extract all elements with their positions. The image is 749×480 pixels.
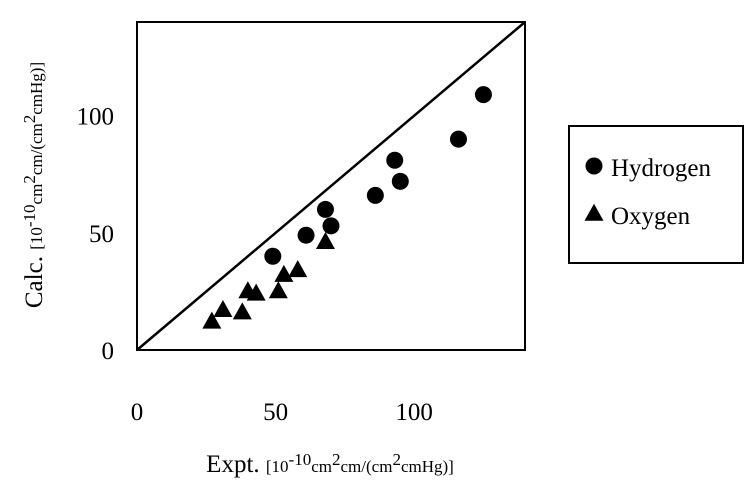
oxygen-point <box>274 264 294 282</box>
oxygen-point <box>315 232 335 250</box>
x-tick-label: 0 <box>131 399 144 426</box>
hydrogen-point <box>391 172 409 190</box>
oxygen-point <box>246 283 266 301</box>
hydrogen-point <box>474 86 492 104</box>
oxygen-point <box>213 299 233 317</box>
hydrogen-point <box>366 186 384 204</box>
legend-marker-oxygen <box>584 203 604 221</box>
hydrogen-point <box>297 226 315 244</box>
series-hydrogen <box>264 86 492 265</box>
hydrogen-point <box>449 130 467 148</box>
plot-frame <box>136 21 526 351</box>
plot-area <box>136 21 526 351</box>
legend-box <box>568 125 744 264</box>
x-tick-label: 50 <box>263 399 288 426</box>
hydrogen-point <box>264 247 282 265</box>
hydrogen-point <box>386 151 404 169</box>
hydrogen-point <box>322 217 340 235</box>
series-oxygen <box>202 232 335 329</box>
oxygen-point <box>268 281 288 299</box>
legend: Hydrogen Oxygen <box>568 125 744 264</box>
oxygen-point <box>232 302 252 320</box>
legend-label-hydrogen: Hydrogen <box>611 155 711 182</box>
reference-line <box>136 21 526 351</box>
x-tick-label: 100 <box>395 399 433 426</box>
oxygen-point <box>288 260 308 278</box>
legend-label-oxygen: Oxygen <box>611 203 691 230</box>
y-tick-label: 50 <box>89 221 114 248</box>
tick-labels: 0 50 100 0 50 100 <box>77 104 433 426</box>
legend-marker-hydrogen <box>585 157 603 175</box>
oxygen-point <box>202 311 222 329</box>
y-axis-label: Calc. [10-10cm2cm/(cm2cmHg)] <box>20 62 48 308</box>
hydrogen-point <box>316 200 334 218</box>
y-tick-label: 0 <box>102 338 115 365</box>
y-tick-label: 100 <box>77 104 115 131</box>
x-axis-label: Expt. [10-10cm2cm/(cm2cmHg)] <box>206 450 454 478</box>
